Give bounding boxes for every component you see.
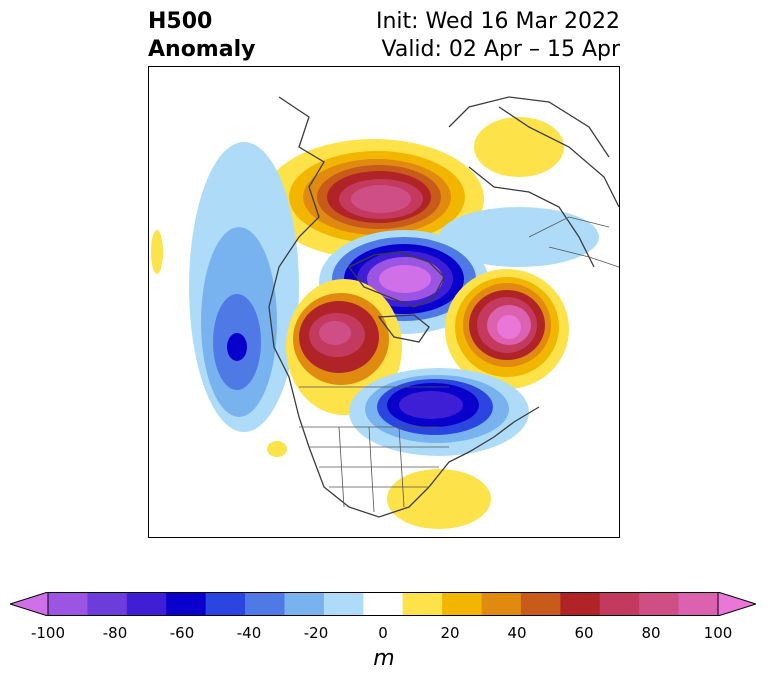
anomaly-negative-south — [349, 368, 529, 456]
colorbar-tick-label: 40 — [507, 624, 527, 642]
anomaly-negative-west — [189, 142, 299, 432]
colorbar-tick-label: 60 — [574, 624, 594, 642]
title-left: H500 Anomaly — [148, 8, 255, 64]
colorbar-border — [47, 592, 719, 616]
map-svg — [151, 96, 619, 529]
colorbar-cell — [48, 592, 88, 616]
colorbar-tick-label: 0 — [378, 624, 388, 642]
colorbar-cells — [10, 592, 756, 616]
anomaly-map — [148, 66, 620, 538]
colorbar-cell — [363, 592, 404, 616]
colorbar-unit: m — [373, 646, 395, 671]
colorbar-cell — [402, 592, 443, 616]
colorbar-cell — [678, 592, 719, 616]
colorbar-tick-label: -100 — [30, 624, 66, 642]
borders — [299, 216, 619, 513]
colorbar-cell — [87, 592, 128, 616]
colorbar-extend-max — [717, 592, 756, 616]
colorbar-cell — [245, 592, 285, 616]
colorbar-cell — [520, 592, 561, 616]
colorbar-tick-label: 20 — [440, 624, 460, 642]
colorbar-cell — [442, 592, 483, 616]
anomaly-positive-center — [286, 279, 402, 415]
title-right: Init: Wed 16 Mar 2022 Valid: 02 Apr – 15… — [376, 8, 620, 64]
colorbar-cell — [599, 592, 640, 616]
colorbar-tick-label: -20 — [303, 624, 329, 642]
colorbar-tick-label: -40 — [236, 624, 262, 642]
anomaly-positive-east — [445, 269, 569, 389]
colorbar — [10, 592, 756, 616]
title-type: Anomaly — [148, 37, 256, 62]
init-date: Init: Wed 16 Mar 2022 — [375, 9, 620, 34]
colorbar-cell — [639, 592, 680, 616]
title-variable: H500 — [148, 9, 213, 34]
valid-range: Valid: 02 Apr – 15 Apr — [381, 37, 621, 62]
colorbar-tick-label: 80 — [641, 624, 661, 642]
colorbar-cell — [560, 592, 601, 616]
colorbar-cell — [481, 592, 522, 616]
colorbar-cell — [126, 592, 167, 616]
colorbar-tick-label: -60 — [169, 624, 195, 642]
colorbar-extend-min — [10, 592, 49, 616]
colorbar-cell — [205, 592, 246, 616]
colorbar-cell — [166, 592, 207, 616]
colorbar-cell — [284, 592, 325, 616]
colorbar-tick-label: 100 — [703, 624, 733, 642]
anomaly-positive-north — [264, 117, 564, 259]
coastlines — [268, 96, 619, 518]
colorbar-cell — [323, 592, 364, 616]
anomaly-positive-southeast — [151, 230, 491, 529]
colorbar-tick-label: -80 — [102, 624, 128, 642]
